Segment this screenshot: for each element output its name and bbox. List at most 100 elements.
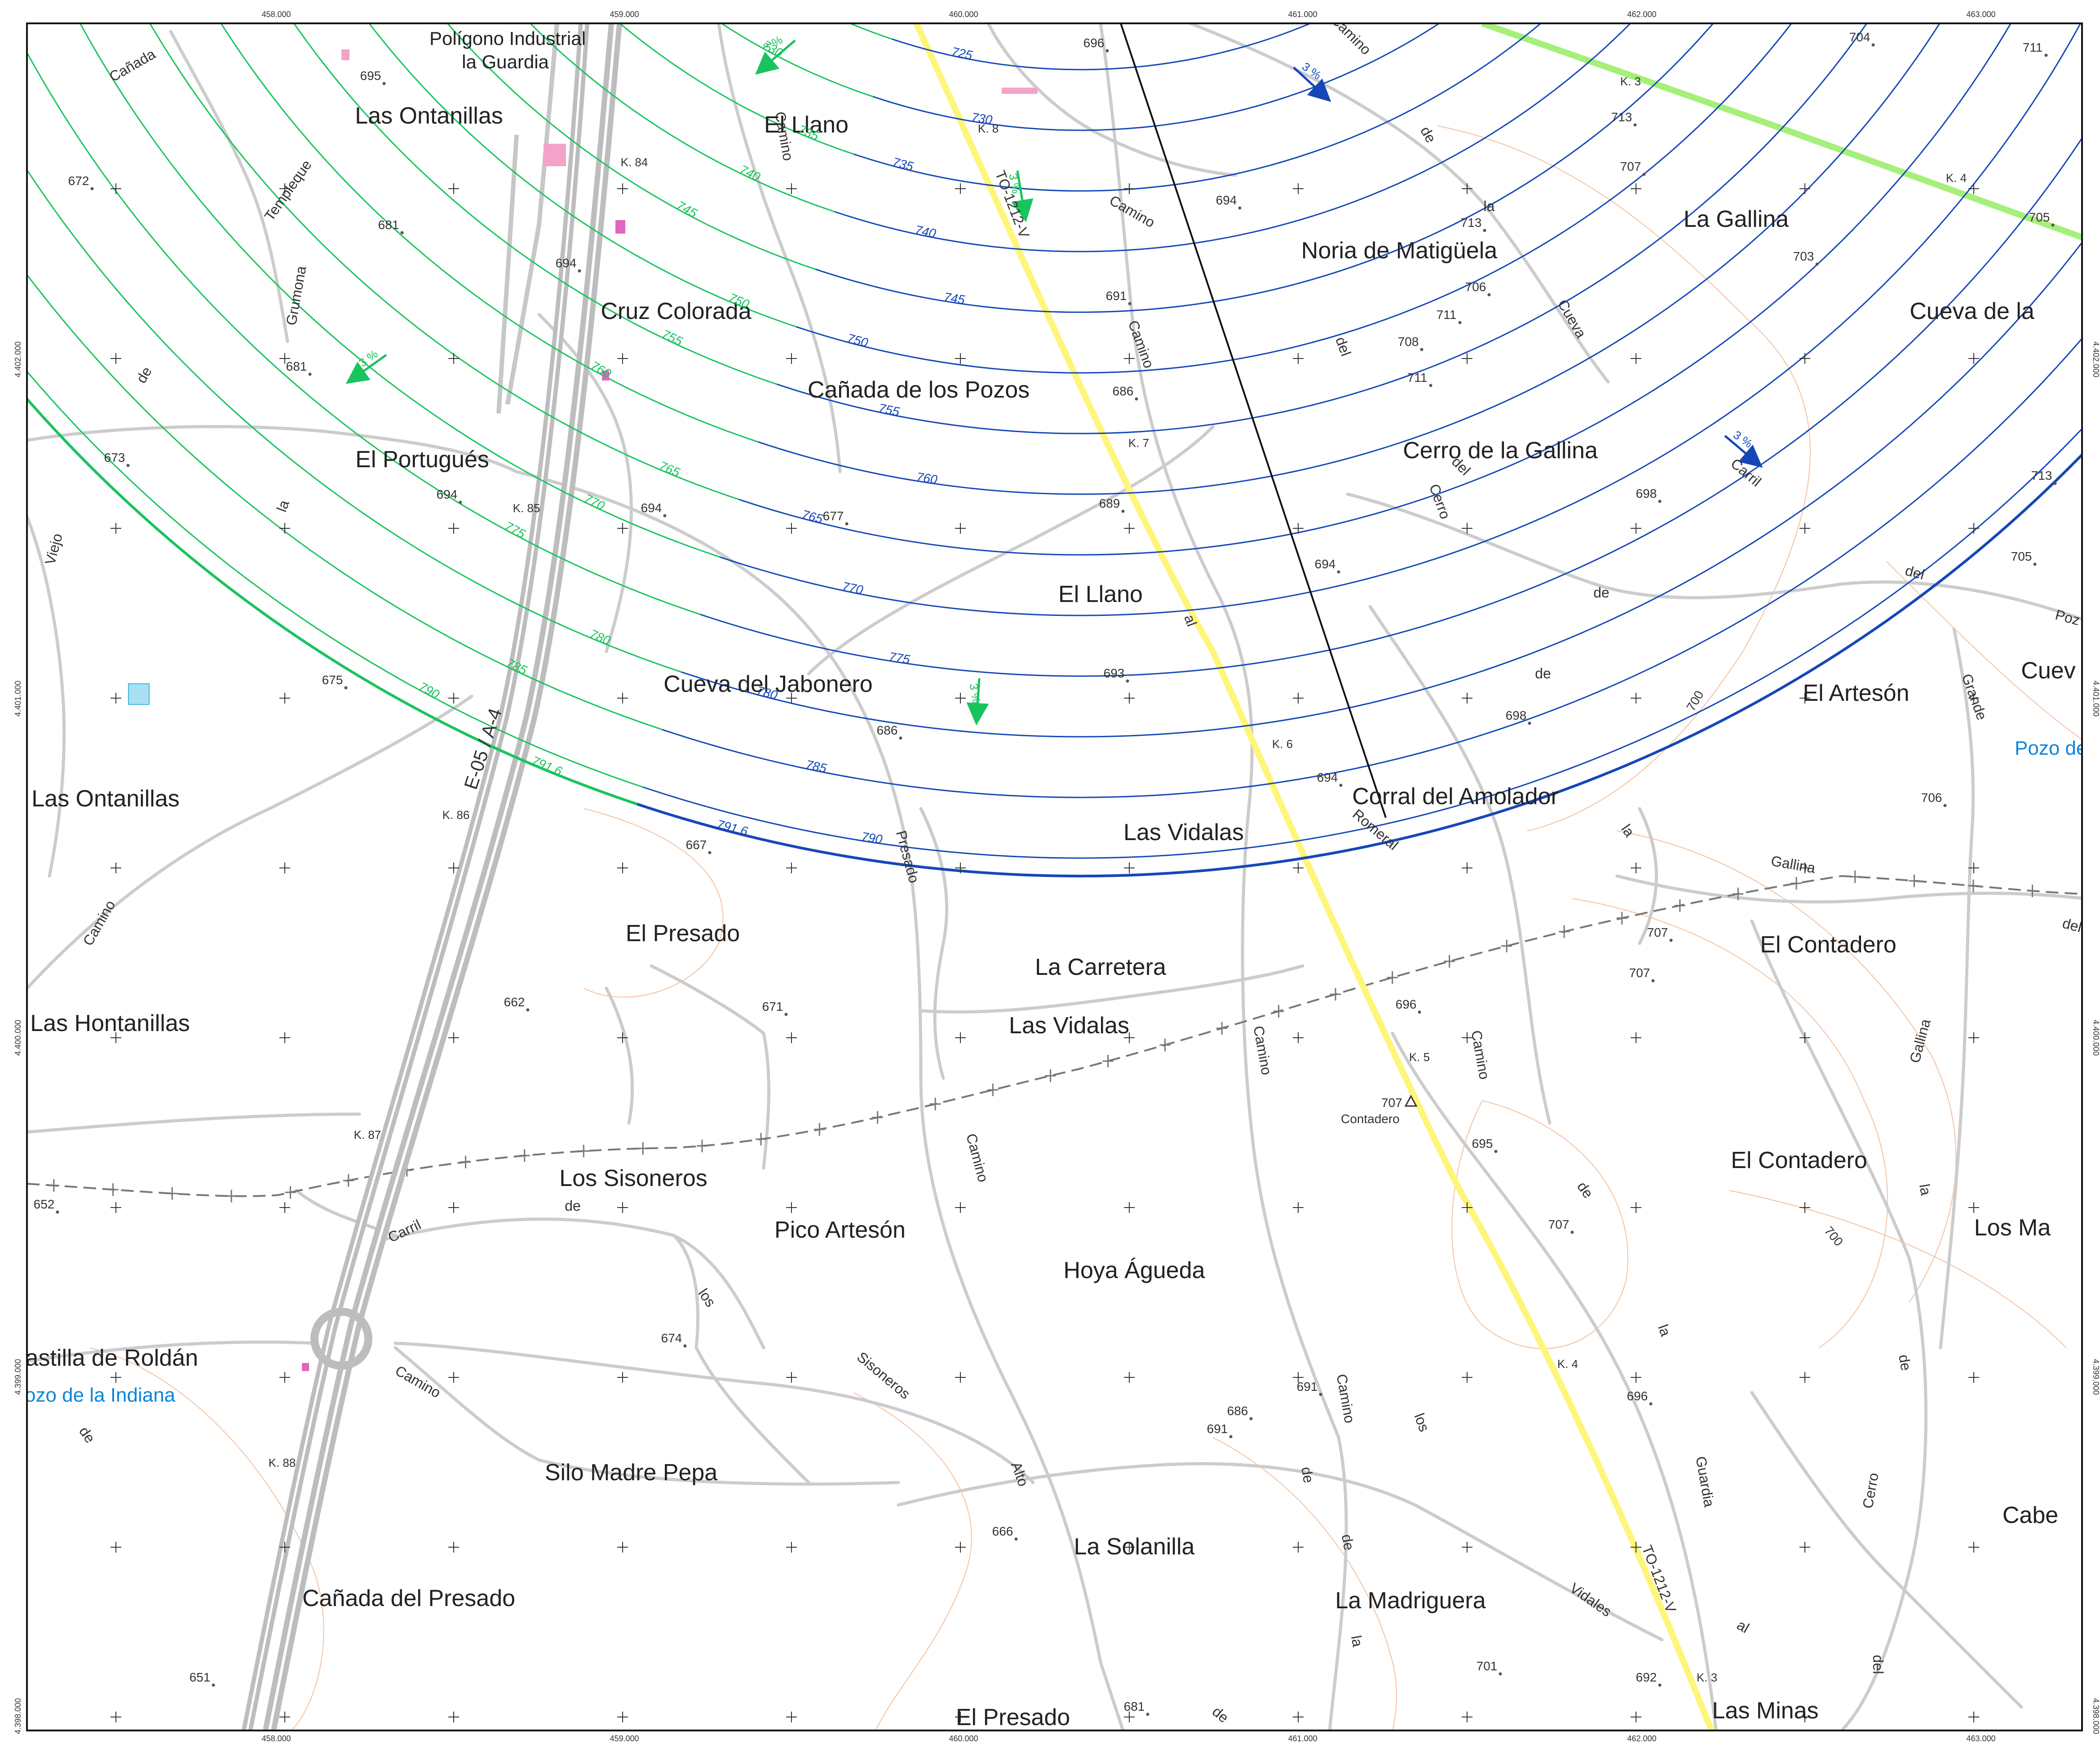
spot-height: 696 (1627, 1389, 1648, 1403)
km-marker: K. 6 (1272, 737, 1293, 751)
km-marker: K. 4 (1946, 171, 1967, 185)
spot-height-dot (2044, 53, 2048, 57)
km-marker: K. 87 (354, 1128, 381, 1142)
spot-height: 705 (2011, 549, 2032, 563)
easting-label-top: 460.000 (949, 10, 978, 19)
spot-height: 698 (1506, 708, 1527, 722)
km-markers: K. 84 K. 8 K. 3 K. 4 K. 85 K. 7 K. 86 K. 6 K. 87… (269, 75, 1967, 1684)
road-name: de (1593, 584, 1609, 601)
spot-height-dot (1418, 1010, 1421, 1014)
contour-arc (220, 23, 758, 443)
contour-arc (529, 23, 835, 212)
spot-heights: 696 695 704 711 672 713 707 705 681 694 694 713 703 7… (34, 30, 2052, 1713)
spot-height-dot (400, 231, 404, 235)
spot-height-dot (1014, 1537, 1018, 1541)
spot-height: 696 (1396, 997, 1417, 1011)
grid-crosses (111, 183, 1979, 1722)
contour-arc (27, 51, 701, 615)
spot-height: 686 (877, 723, 898, 737)
contour-arc (700, 137, 2082, 677)
water-name: Pozo de (2015, 737, 2087, 759)
northing-label-right: 4.400.000 (2091, 1020, 2100, 1056)
spot-height: 686 (1113, 384, 1134, 398)
km-marker: K. 4 (1557, 1357, 1578, 1371)
spot-height: 691 (1207, 1422, 1228, 1436)
spot-height: 707 (1629, 966, 1650, 980)
spot-height: 651 (190, 1670, 211, 1684)
spot-height: 711 (1407, 371, 1428, 385)
contour-arc (149, 23, 739, 500)
place-name: Las Ontanillas (31, 786, 180, 812)
easting-label-bottom: 459.000 (610, 1734, 639, 1743)
railway-line (27, 875, 2082, 1197)
spot-height-dot (1943, 804, 1947, 807)
place-name: El Contadero (1731, 1147, 1867, 1173)
contour-arc (447, 23, 816, 270)
spot-height-dot (1570, 1230, 1574, 1234)
km-marker: K. 88 (269, 1456, 296, 1469)
km-marker: K. 85 (513, 501, 540, 515)
spot-height-dot (1649, 1402, 1653, 1406)
spot-height-dot (2033, 562, 2037, 566)
spot-height-dot (459, 500, 462, 504)
spot-height: 701 (1477, 1659, 1498, 1673)
road-network (27, 23, 2082, 1730)
spot-height: 707 (1647, 925, 1668, 939)
spot-height: 691 (1297, 1380, 1318, 1394)
spot-height-dot (2051, 223, 2055, 227)
spot-height-dot (1669, 938, 1673, 942)
spot-height: 689 (1099, 496, 1120, 510)
slope-arrows (345, 40, 1763, 726)
spot-height-dot (708, 851, 712, 854)
place-name: El Presado (956, 1704, 1070, 1730)
place-name: Pico Artesón (774, 1217, 906, 1243)
place-name: Corral del Amolador (1352, 783, 1559, 810)
contour-arc (853, 23, 1542, 192)
coordinate-labels: 458.000 458.000 459.000 459.000 460.000 460.0… (13, 10, 2100, 1743)
spot-height: 673 (104, 451, 125, 465)
contour-arc (619, 23, 854, 155)
place-name: la Guardia (462, 51, 549, 72)
spot-height: 693 (1104, 666, 1125, 680)
spot-height: 707 (1620, 159, 1641, 173)
spot-height-dot (56, 1210, 59, 1214)
road-name: del (1870, 1655, 1886, 1674)
place-name: Cañada de los Pozos (808, 377, 1030, 403)
spot-height: 694 (641, 501, 662, 515)
spot-height-dot (1499, 1672, 1502, 1676)
contour-arc (293, 23, 778, 385)
northing-label-right: 4.398.000 (2091, 1698, 2100, 1734)
northing-label-left: 4.401.000 (13, 681, 22, 717)
spot-height: 705 (2029, 210, 2050, 224)
spot-height-dot (1146, 1713, 1149, 1716)
contour-arc (79, 23, 720, 558)
spot-height: 667 (686, 838, 707, 852)
spot-height-dot (784, 1013, 788, 1016)
spot-height-dot (1651, 979, 1655, 982)
spot-height: 695 (360, 69, 381, 83)
spot-height: 694 (1216, 193, 1237, 207)
easting-label-bottom: 462.000 (1627, 1734, 1656, 1743)
spot-height-dot (1658, 500, 1662, 503)
place-name: La Madriguera (1335, 1588, 1485, 1614)
contour-arc (892, 23, 1312, 71)
place-name: Silo Madre Pepa (545, 1460, 718, 1486)
spot-height-dots (56, 43, 2057, 1716)
place-name: Cuev (2021, 658, 2075, 684)
water-name: ozo de la Indiana (25, 1384, 176, 1406)
spot-height: 706 (1465, 280, 1486, 294)
spot-height-dot (578, 269, 581, 273)
spot-height: 713 (1611, 110, 1632, 124)
spot-height-dot (126, 464, 130, 467)
place-name: El Presado (626, 920, 740, 947)
green-highlight-line (1481, 23, 2082, 241)
blue-surface-contours (637, 23, 2082, 877)
spot-height-dot (526, 1008, 530, 1012)
place-name: Castilla de Roldán (9, 1345, 198, 1371)
place-name: La Carretera (1035, 954, 1166, 980)
contour-arc (662, 337, 2082, 798)
spot-height-dot (1126, 679, 1129, 683)
contour-arc (27, 168, 681, 673)
spot-height: 711 (1437, 308, 1457, 322)
